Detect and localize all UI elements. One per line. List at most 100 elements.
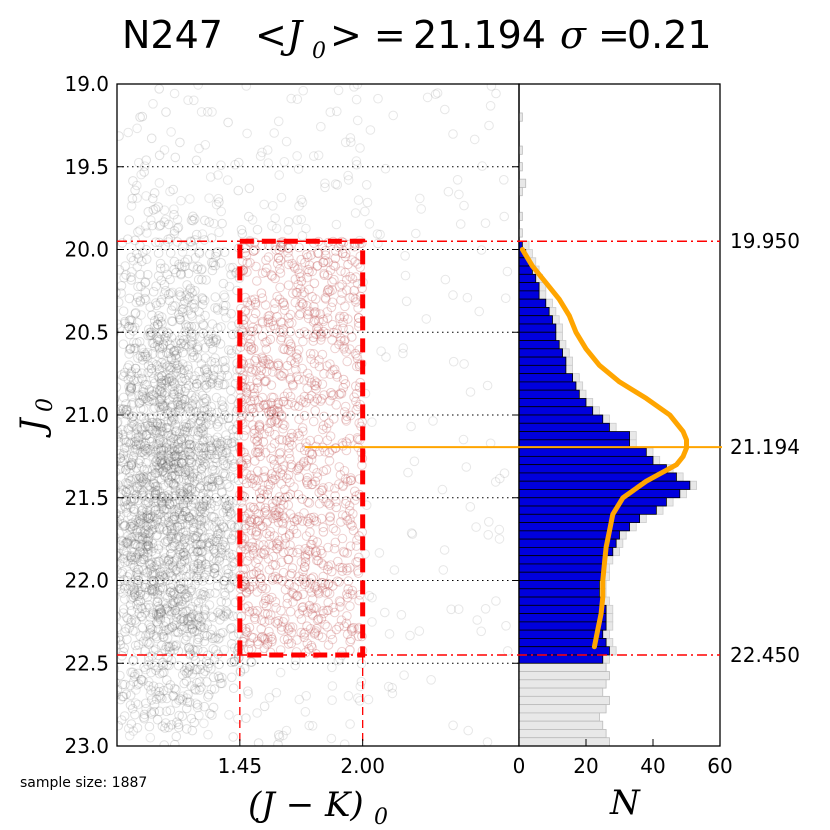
histogram-bar [519,538,617,548]
star-point [203,729,213,740]
star-point [154,311,164,321]
star-point [117,559,125,569]
star-point [137,256,147,267]
star-point [186,583,196,594]
x-tick-label: 2.00 [340,754,385,778]
star-point [134,473,144,484]
star-point [142,429,152,440]
star-point [131,439,141,450]
star-point [117,584,125,594]
star-point [244,412,255,422]
star-point [186,628,196,638]
star-point [187,624,197,634]
star-point [164,554,174,565]
star-point [141,602,151,613]
star-point [135,589,146,600]
star-point [118,392,129,403]
star-point [185,619,195,630]
star-point [125,385,135,396]
star-point [186,321,197,332]
star-point [154,373,165,384]
star-point [126,719,137,729]
star-point [171,426,182,436]
star-point [117,550,122,560]
star-point [223,564,233,574]
star-point [152,454,162,465]
y-tick-label: 19.0 [64,72,109,96]
star-point [106,304,115,313]
star-point [217,487,227,497]
star-point [198,442,209,453]
star-point [185,515,195,526]
star-point [117,404,126,414]
star-point [185,604,195,614]
star-point [176,434,186,445]
star-point [125,700,136,710]
star-point [193,410,204,421]
star-point [400,270,411,281]
star-point [130,444,141,455]
hist-tick-label: 40 [640,754,665,778]
star-point [74,352,83,361]
star-point [144,385,154,395]
star-point [246,517,256,528]
star-point [280,533,291,543]
star-point [161,625,171,636]
star-point [193,559,203,569]
star-point [151,530,162,541]
star-point [196,547,207,557]
star-point [159,411,170,422]
star-point [169,226,180,236]
star-point [157,399,168,410]
star-point [351,94,362,105]
star-point [144,412,155,423]
star-point [188,532,198,543]
star-point [306,573,317,584]
star-point [194,483,205,493]
star-point [142,464,153,475]
star-point [104,625,113,634]
star-point [152,319,163,330]
star-point [384,629,395,639]
star-point [201,493,211,504]
star-point [140,449,150,460]
star-point [104,448,113,457]
star-point [164,453,174,464]
star-point [182,615,193,626]
star-point [117,514,120,523]
star-point [174,544,185,555]
star-point [156,474,167,485]
star-point [131,429,142,440]
x-axis-label: (J − K) 0 [248,785,388,830]
star-point [242,627,252,638]
star-point [103,595,112,604]
star-point [198,497,209,508]
star-point [169,460,179,470]
star-point [157,343,168,353]
star-point [193,546,204,557]
star-point [156,419,166,429]
star-point [163,624,174,635]
star-point [165,432,176,443]
star-point [121,442,132,453]
star-point [79,276,88,285]
star-point [171,640,182,650]
star-point [158,660,169,671]
star-point [165,680,176,690]
star-point [117,670,125,681]
star-point [172,594,183,604]
star-point [123,538,133,549]
star-point [145,421,156,432]
star-point [187,332,197,342]
star-point [200,507,210,517]
star-point [191,392,201,402]
star-point [367,617,377,627]
star-point [188,396,198,406]
star-point [218,610,228,621]
star-point [138,375,148,385]
star-point [227,535,237,545]
star-point [145,504,156,514]
star-point [211,248,222,258]
star-point [149,561,159,572]
star-point [179,615,189,626]
